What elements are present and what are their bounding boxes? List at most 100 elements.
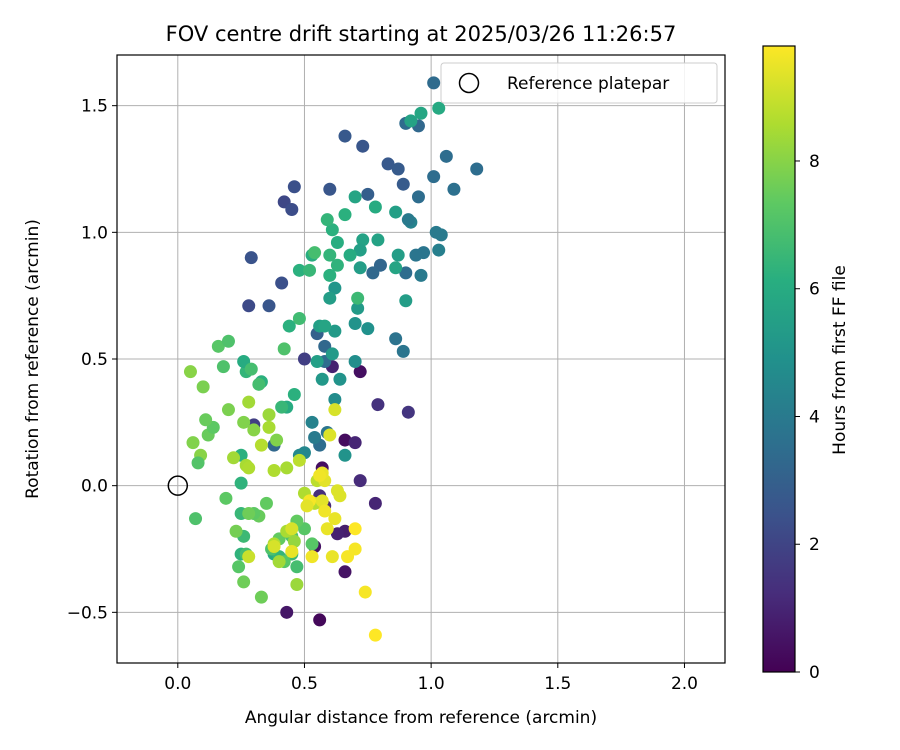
data-point <box>292 311 306 325</box>
data-point <box>353 243 367 257</box>
data-point <box>427 170 441 184</box>
colorbar-gradient <box>763 46 795 672</box>
data-point <box>305 550 319 564</box>
data-point <box>439 149 453 163</box>
data-point <box>234 476 248 490</box>
data-point <box>189 512 203 526</box>
colorbar-tick-label: 4 <box>809 407 820 427</box>
y-tick-label: 0.5 <box>81 350 108 370</box>
data-point <box>401 405 415 419</box>
legend-label: Reference platepar <box>507 74 669 94</box>
colorbar-tick-label: 6 <box>809 280 820 300</box>
y-tick-label: 0.0 <box>81 477 108 497</box>
y-tick-label: 1.0 <box>81 223 108 243</box>
data-point <box>310 355 324 369</box>
data-point <box>325 347 339 361</box>
data-point <box>399 266 413 280</box>
data-point <box>323 268 337 282</box>
data-point <box>305 415 319 429</box>
data-point <box>272 555 286 569</box>
data-point <box>285 522 299 536</box>
data-point <box>348 190 362 204</box>
data-points <box>183 76 484 642</box>
data-point <box>275 400 289 414</box>
data-point <box>183 365 197 379</box>
data-point <box>371 233 385 247</box>
data-point <box>411 190 425 204</box>
data-point <box>330 527 344 541</box>
data-point <box>358 585 372 599</box>
data-point <box>323 428 337 442</box>
data-point <box>371 398 385 412</box>
data-point <box>368 628 382 642</box>
chart-title: FOV centre drift starting at 2025/03/26 … <box>166 22 677 46</box>
y-axis-label: Rotation from reference (arcmin) <box>23 219 43 499</box>
legend: Reference platepar <box>440 62 718 104</box>
data-point <box>221 403 235 417</box>
data-point <box>292 453 306 467</box>
data-point <box>391 248 405 262</box>
data-point <box>199 413 213 427</box>
data-point <box>313 613 327 627</box>
data-point <box>389 332 403 346</box>
data-point <box>247 423 261 437</box>
legend-marker-icon <box>458 72 480 94</box>
data-point <box>290 577 304 591</box>
data-point <box>328 403 342 417</box>
data-point <box>343 248 357 262</box>
colorbar-label: Hours from first FF file <box>830 265 850 455</box>
data-point <box>242 299 256 313</box>
data-point <box>242 550 256 564</box>
data-point <box>267 463 281 477</box>
data-point <box>242 395 256 409</box>
data-point <box>242 507 256 521</box>
y-axis-ticks: −0.5 0.0 0.5 1.0 1.5 <box>67 97 117 623</box>
data-point <box>186 436 200 450</box>
data-point <box>338 129 352 143</box>
data-point <box>191 456 205 470</box>
data-point <box>315 494 329 508</box>
data-point <box>287 180 301 194</box>
data-point <box>221 334 235 348</box>
data-point <box>389 261 403 275</box>
legend-box <box>440 62 718 104</box>
data-point <box>361 187 375 201</box>
data-point <box>303 263 317 277</box>
data-point <box>361 322 375 336</box>
data-point <box>338 433 352 447</box>
data-point <box>216 360 230 374</box>
x-tick-label: 2.0 <box>671 674 698 694</box>
data-point <box>356 233 370 247</box>
data-point <box>318 504 332 518</box>
colorbar-frame <box>762 45 796 673</box>
data-point <box>262 420 276 434</box>
x-tick-label: 1.0 <box>418 674 445 694</box>
data-point <box>290 560 304 574</box>
data-point <box>196 380 210 394</box>
data-point <box>368 496 382 510</box>
data-point <box>409 248 423 262</box>
data-point <box>338 448 352 462</box>
data-point <box>328 393 342 407</box>
data-point <box>262 299 276 313</box>
data-point <box>348 542 362 556</box>
data-point <box>277 342 291 356</box>
data-point <box>323 182 337 196</box>
data-point <box>229 524 243 538</box>
data-point <box>292 263 306 277</box>
data-point <box>267 539 281 553</box>
data-point <box>333 489 347 503</box>
data-point <box>227 451 241 465</box>
data-point <box>237 415 251 429</box>
data-point <box>427 76 441 90</box>
y-tick-label: 1.5 <box>81 97 108 117</box>
data-point <box>333 372 347 386</box>
data-point <box>348 317 362 331</box>
grid-lines <box>117 55 725 663</box>
data-point <box>330 258 344 272</box>
data-point <box>353 261 367 275</box>
data-point <box>244 362 258 376</box>
data-point <box>254 590 268 604</box>
data-point <box>338 565 352 579</box>
data-point <box>320 213 334 227</box>
